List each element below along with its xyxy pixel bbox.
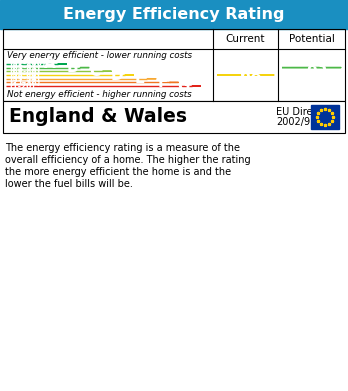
Text: Not energy efficient - higher running costs: Not energy efficient - higher running co… (7, 90, 192, 99)
Bar (0, 0, 348, 29)
Bar (311, 105, 339, 129)
Text: A: A (44, 56, 56, 71)
Text: (39-54): (39-54) (9, 74, 40, 83)
Text: F: F (157, 75, 167, 90)
Text: (92-100): (92-100) (9, 59, 45, 68)
Text: the more energy efficient the home is and the: the more energy efficient the home is an… (5, 167, 231, 177)
Text: 83: 83 (306, 60, 327, 75)
Text: 2002/91/EC: 2002/91/EC (276, 117, 332, 127)
Text: England & Wales: England & Wales (9, 108, 187, 127)
Text: D: D (110, 68, 123, 83)
Text: Energy Efficiency Rating: Energy Efficiency Rating (63, 7, 285, 22)
Bar (3, 29, 345, 101)
Text: Current: Current (226, 34, 265, 44)
Text: B: B (66, 60, 78, 75)
Text: E: E (135, 71, 145, 86)
Text: Potential: Potential (288, 34, 334, 44)
Text: overall efficiency of a home. The higher the rating: overall efficiency of a home. The higher… (5, 155, 251, 165)
Text: Very energy efficient - lower running costs: Very energy efficient - lower running co… (7, 51, 192, 60)
Text: EU Directive: EU Directive (276, 107, 336, 117)
Bar (3, 101, 345, 133)
Text: lower the fuel bills will be.: lower the fuel bills will be. (5, 179, 133, 189)
Text: (1-20): (1-20) (9, 82, 35, 91)
Text: (81-91): (81-91) (9, 63, 40, 72)
Text: (69-80): (69-80) (9, 67, 40, 76)
Text: G: G (177, 79, 190, 93)
Text: (21-38): (21-38) (9, 78, 40, 87)
Text: The energy efficiency rating is a measure of the: The energy efficiency rating is a measur… (5, 143, 240, 153)
Text: C: C (89, 64, 101, 79)
Text: 68: 68 (240, 68, 261, 83)
Text: (55-68): (55-68) (9, 70, 40, 79)
